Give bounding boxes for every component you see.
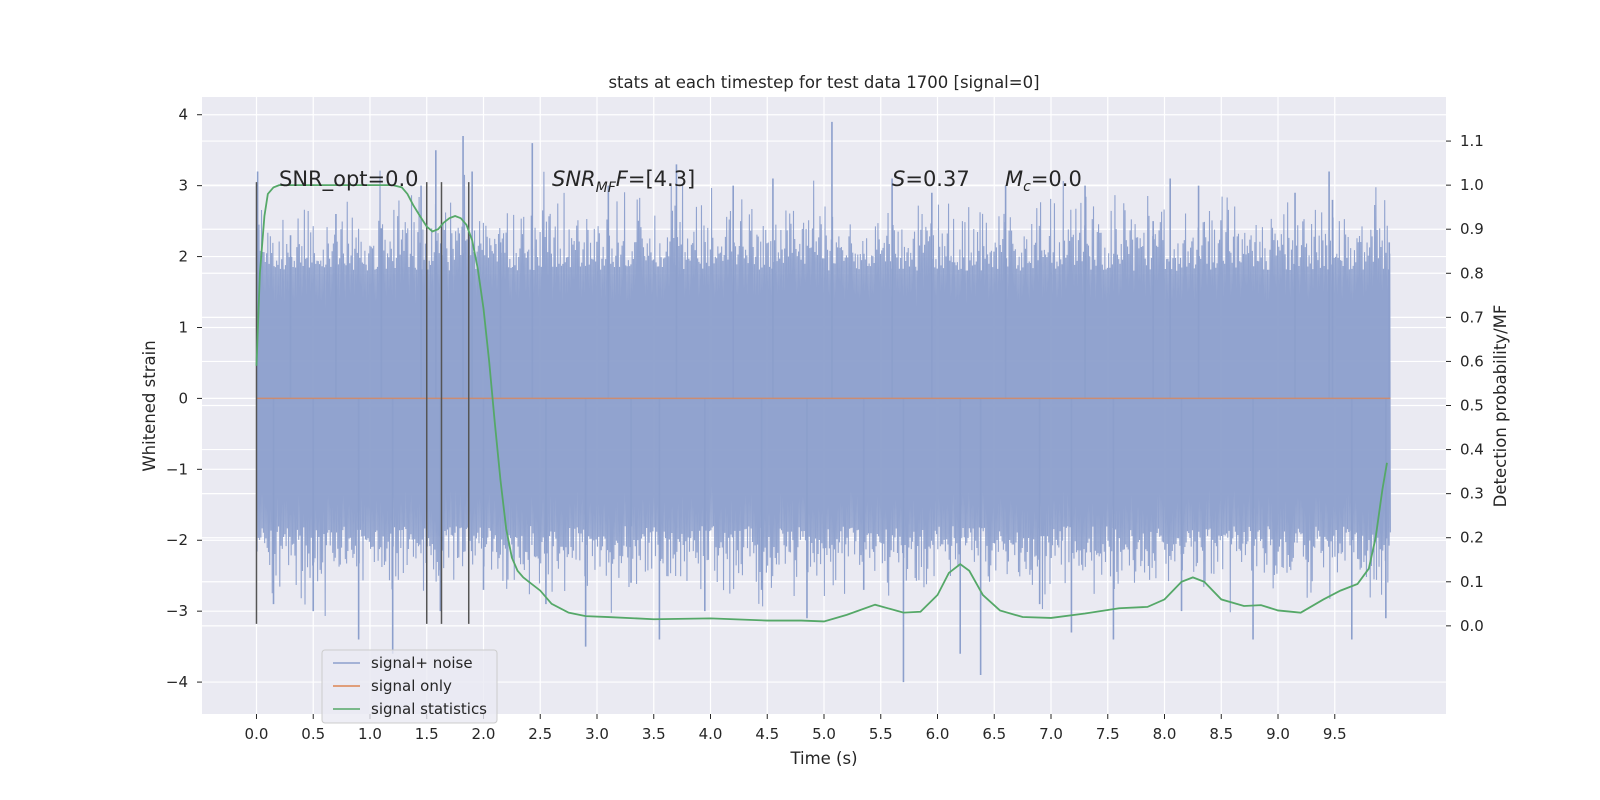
y-tick-label: 4: [178, 106, 188, 124]
y2-tick-label: 0.6: [1460, 352, 1484, 370]
snr-mf-tail: =[4.3]: [628, 167, 695, 191]
y2-tick-label: 0.4: [1460, 441, 1484, 459]
mc-value: =0.0: [1031, 167, 1082, 191]
legend-label-signal-noise: signal+ noise: [371, 654, 473, 672]
x-tick-label: 7.0: [1039, 725, 1063, 743]
y-axis-ticks: −4 −3 −2 −1 0 1 2 3 4: [166, 106, 202, 691]
series-signal-statistics: [255, 184, 1388, 623]
x-tick-label: 8.5: [1209, 725, 1233, 743]
x-tick-label: 0.5: [301, 725, 325, 743]
y-tick-label: −3: [166, 602, 188, 620]
y2-tick-label: 0.8: [1460, 264, 1484, 282]
noise-trace: [255, 170, 1391, 616]
legend: signal+ noise signal only signal statist…: [321, 649, 498, 724]
y-tick-label: 2: [178, 248, 188, 266]
x-tick-label: 8.0: [1153, 725, 1177, 743]
x-tick-label: 5.5: [869, 725, 893, 743]
y2-tick-label: 1.1: [1460, 132, 1484, 150]
y2-tick-label: 0.3: [1460, 485, 1484, 503]
x-tick-label: 0.0: [245, 725, 269, 743]
y2-axis-label: Detection probability/MF: [1491, 305, 1510, 508]
annotation-mc: Mc=0.0: [1005, 167, 1082, 195]
x-tick-label: 3.5: [642, 725, 666, 743]
s-label: S: [892, 167, 905, 191]
legend-label-signal-statistics: signal statistics: [371, 700, 487, 718]
y2-tick-label: 0.1: [1460, 573, 1484, 591]
marker-lines: [255, 182, 470, 624]
x-tick-label: 5.0: [812, 725, 836, 743]
x-tick-label: 1.5: [415, 725, 439, 743]
x-tick-label: 7.5: [1096, 725, 1120, 743]
y-tick-label: 1: [178, 318, 188, 336]
x-axis-label: Time (s): [789, 749, 857, 768]
y2-tick-label: 0.9: [1460, 220, 1484, 238]
x-tick-label: 9.0: [1266, 725, 1290, 743]
series-signal-noise: [255, 121, 1391, 683]
y-tick-label: −2: [166, 531, 188, 549]
x-tick-label: 2.5: [528, 725, 552, 743]
y-tick-label: −4: [166, 673, 188, 691]
x-tick-label: 6.5: [982, 725, 1006, 743]
y2-tick-label: 1.0: [1460, 176, 1484, 194]
mc-sub: c: [1023, 179, 1031, 195]
snr-mf-sub: MF: [596, 180, 617, 196]
x-tick-label: 3.0: [585, 725, 609, 743]
x-tick-label: 6.0: [926, 725, 950, 743]
mc-base: M: [1005, 167, 1023, 191]
x-tick-label: 2.0: [472, 725, 496, 743]
y-tick-label: −1: [166, 460, 188, 478]
legend-box: [321, 649, 498, 724]
y2-tick-label: 0.0: [1460, 617, 1484, 635]
x-tick-label: 9.5: [1323, 725, 1347, 743]
x-tick-label: 4.0: [699, 725, 723, 743]
y-tick-label: 0: [178, 389, 188, 407]
annotation-s: S=0.37: [892, 167, 970, 191]
snr-mf-f: F: [616, 167, 629, 191]
y2-tick-label: 0.2: [1460, 529, 1484, 547]
signal-statistics-line: [255, 184, 1388, 623]
y2-tick-label: 0.7: [1460, 308, 1484, 326]
legend-label-signal-only: signal only: [371, 677, 452, 695]
annotations: SNR_opt=0.0 SNRMFF=[4.3] S=0.37 Mc=0.0: [279, 167, 1082, 196]
annotation-snr-mf: SNRMFF=[4.3]: [552, 167, 695, 196]
snr-mf-base: SNR: [552, 167, 596, 191]
y-tick-label: 3: [178, 177, 188, 195]
chart-title: stats at each timestep for test data 170…: [608, 73, 1039, 92]
y2-tick-label: 0.5: [1460, 397, 1484, 415]
x-tick-label: 4.5: [755, 725, 779, 743]
s-value: =0.37: [905, 167, 969, 191]
y-axis-label: Whitened strain: [140, 340, 159, 471]
annotation-snr-opt: SNR_opt=0.0: [279, 167, 419, 192]
y2-axis-ticks: 0.0 0.1 0.2 0.3 0.4 0.5 0.6 0.7 0.8 0.9 1.0 1.1: [1446, 132, 1484, 635]
x-tick-label: 1.0: [358, 725, 382, 743]
x-axis-ticks: 0.0 0.5 1.0 1.5 2.0 2.5 3.0 3.5 4.0 4.5 5.0 5.5 6.0 6…: [245, 714, 1347, 743]
